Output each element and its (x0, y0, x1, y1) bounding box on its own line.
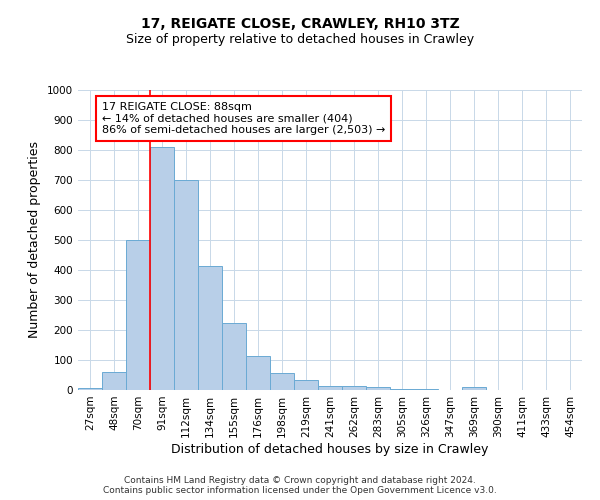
Bar (150, 147, 174, 390)
Bar (294, 380, 318, 390)
Text: 17, REIGATE CLOSE, CRAWLEY, RH10 3TZ: 17, REIGATE CLOSE, CRAWLEY, RH10 3TZ (140, 18, 460, 32)
Bar (198, 266, 222, 390)
Bar (126, 240, 150, 390)
Bar (246, 356, 270, 390)
Bar (222, 322, 246, 390)
X-axis label: Distribution of detached houses by size in Crawley: Distribution of detached houses by size … (172, 442, 488, 456)
Text: Contains HM Land Registry data © Crown copyright and database right 2024.
Contai: Contains HM Land Registry data © Crown c… (103, 476, 497, 495)
Bar (390, 388, 414, 390)
Bar (342, 386, 366, 390)
Bar (462, 387, 486, 390)
Bar (174, 180, 198, 390)
Bar (78, 388, 102, 390)
Bar (102, 372, 126, 390)
Bar (414, 388, 438, 390)
Text: Size of property relative to detached houses in Crawley: Size of property relative to detached ho… (126, 32, 474, 46)
Bar (270, 373, 294, 390)
Text: 17 REIGATE CLOSE: 88sqm
← 14% of detached houses are smaller (404)
86% of semi-d: 17 REIGATE CLOSE: 88sqm ← 14% of detache… (102, 102, 385, 135)
Bar (366, 387, 390, 390)
Bar (318, 386, 342, 390)
Y-axis label: Number of detached properties: Number of detached properties (28, 142, 41, 338)
